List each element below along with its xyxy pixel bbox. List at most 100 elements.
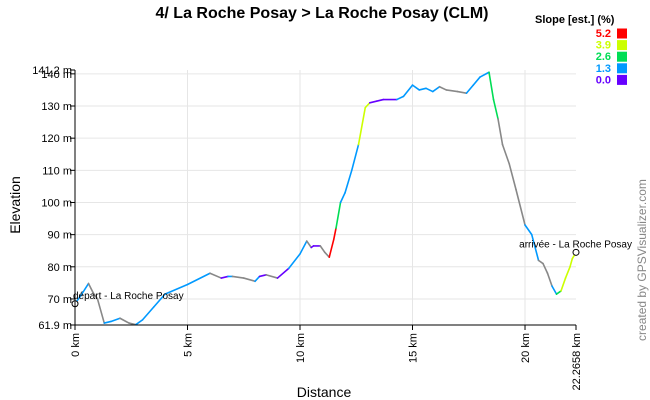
profile-segment (569, 257, 574, 268)
x-tick-label: 10 km (295, 333, 307, 363)
profile-segment (164, 283, 189, 295)
profile-segment (375, 98, 385, 102)
profile-segment (537, 259, 544, 265)
profile-segment (258, 274, 268, 278)
profile-segment (332, 227, 337, 241)
waypoint-label: départ - La Roche Posay (73, 291, 184, 302)
profile-segment (350, 143, 360, 172)
profile-segment (555, 290, 562, 295)
waypoint-marker (572, 248, 580, 256)
profile-segment (479, 71, 490, 78)
profile-segment (220, 275, 229, 279)
profile-segment (242, 277, 256, 283)
profile-segment (508, 163, 517, 191)
x-tick-label: 22.2658 km (571, 333, 583, 390)
profile-segment (564, 265, 571, 279)
x-axis-title: Distance (297, 384, 352, 400)
profile-segment (497, 118, 504, 146)
profile-segment (328, 238, 335, 258)
y-axis-title: Elevation (7, 176, 23, 234)
profile-segment (103, 320, 112, 324)
profile-segment (560, 277, 567, 292)
profile-segment (492, 98, 499, 120)
gridlines (75, 70, 576, 325)
profile-segment (488, 71, 495, 101)
waypoint-label: arrivée - La Roche Posay (519, 239, 632, 250)
profile-segment (411, 84, 421, 91)
profile-segment (438, 85, 448, 91)
elevation-profile (74, 71, 577, 326)
y-tick-label: 70 m (48, 294, 72, 306)
annotations: départ - La Roche Posay arrivée - La Roch… (71, 239, 632, 308)
y-tick-label: 140 m (41, 69, 72, 81)
profile-segment (96, 298, 106, 324)
profile-segment (418, 87, 427, 91)
profile-segment (501, 143, 511, 165)
x-tick-label: 0 km (70, 333, 82, 357)
profile-segment (254, 275, 261, 283)
credit-text: created by GPSVisualizer.com (635, 179, 649, 341)
profile-segment (524, 224, 533, 236)
profile-segment (546, 272, 553, 287)
profile-segment (287, 253, 301, 270)
legend-value: 0.0 (596, 74, 611, 86)
legend-swatch (617, 74, 627, 85)
profile-segment (319, 245, 326, 254)
profile-segment (431, 85, 441, 93)
profile-segment (395, 95, 405, 101)
y-tick-label: 120 m (41, 133, 72, 145)
profile-segment (305, 240, 313, 249)
profile-segment (357, 106, 367, 146)
x-tick-label: 15 km (408, 333, 420, 363)
legend-swatch (617, 28, 627, 39)
profile-segment (465, 84, 475, 94)
y-tick-label: 80 m (48, 262, 72, 274)
profile-segment (134, 319, 144, 326)
profile-segment (152, 293, 166, 308)
legend-swatch (617, 51, 627, 62)
profile-segment (368, 100, 378, 104)
x-tick-label: 20 km (520, 333, 532, 363)
legend-swatch (617, 40, 627, 51)
profile-segment (530, 233, 540, 262)
profile-segment (515, 188, 526, 226)
profile-segment (456, 90, 468, 94)
profile-segment (335, 201, 342, 230)
profile-segment (128, 322, 137, 326)
legend-title: Slope [est.] (%) (535, 14, 615, 26)
profile-segment (231, 275, 245, 279)
y-tick-label: 141.2 m (32, 65, 72, 77)
profile-segment (323, 251, 331, 258)
profile-segment (276, 267, 290, 279)
legend-swatch (617, 63, 627, 74)
x-axis-ticks: 0 km 5 km 10 km 15 km 20 km 22.2658 km (70, 325, 583, 390)
y-tick-label: 61.9 m (38, 320, 72, 332)
profile-segment (551, 285, 558, 295)
profile-segment (110, 317, 121, 323)
profile-segment (87, 282, 94, 294)
profile-segment (80, 282, 90, 295)
profile-segment (119, 317, 130, 324)
profile-segment (92, 291, 99, 300)
profile-segment (402, 84, 414, 98)
profile-segment (344, 169, 353, 194)
legend-value: 5.2 (596, 28, 611, 40)
profile-segment (339, 192, 346, 204)
profile-segment (472, 76, 481, 86)
profile-segment (299, 240, 308, 255)
y-tick-label: 110 m (42, 165, 72, 177)
legend-value: 1.3 (596, 63, 611, 75)
y-axis-ticks: 61.9 m 70 m 80 m 90 m 100 m 110 m 120 m 130 m 14… (32, 65, 75, 332)
profile-segment (542, 262, 549, 275)
legend-value: 2.6 (596, 51, 611, 63)
profile-segment (209, 272, 223, 279)
profile-segment (141, 306, 155, 321)
profile-segment (425, 87, 434, 93)
legend-value: 3.9 (596, 40, 611, 52)
chart-title: 4/ La Roche Posay > La Roche Posay (CLM) (156, 5, 489, 22)
profile-segment (265, 274, 279, 279)
y-tick-label: 130 m (41, 101, 72, 113)
y-tick-label: 90 m (48, 230, 72, 242)
profile-segment (364, 101, 371, 109)
